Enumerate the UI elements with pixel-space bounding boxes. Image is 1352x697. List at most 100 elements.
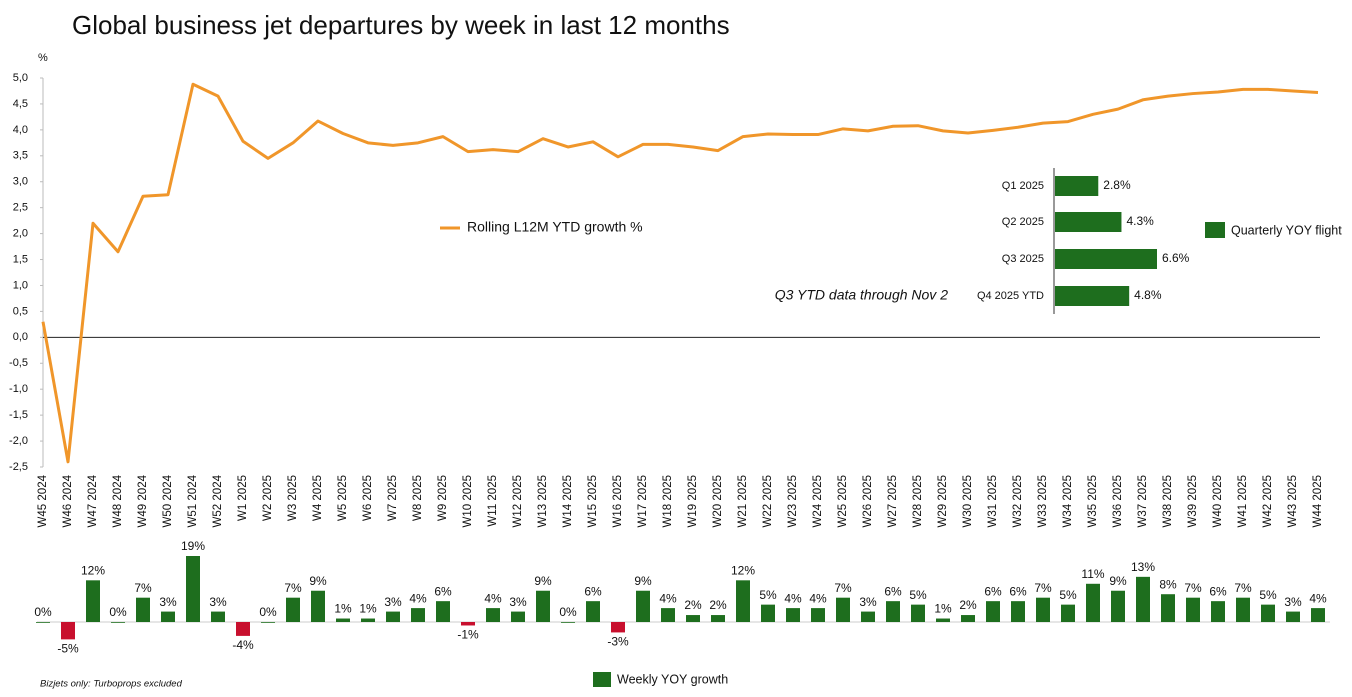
bar-value-label: -4% <box>232 638 254 652</box>
x-tick-label: W8 2025 <box>412 475 424 521</box>
y-tick-label: 1,0 <box>13 279 28 291</box>
bar-value-label: 5% <box>759 588 777 602</box>
x-tick-label: W12 2025 <box>512 475 524 527</box>
bar <box>1036 597 1050 622</box>
bar-value-label: 4.8% <box>1134 288 1162 302</box>
x-tick-label: W4 2025 <box>312 475 324 521</box>
bar <box>361 618 375 622</box>
bar-value-label: 9% <box>1109 574 1127 588</box>
bar <box>461 622 475 626</box>
legend-label: Rolling L12M YTD growth % <box>467 219 643 235</box>
bar <box>786 608 800 622</box>
y-tick-label: Q4 2025 YTD <box>977 290 1044 302</box>
x-tick-label: W37 2025 <box>1137 475 1149 527</box>
x-tick-label: W52 2024 <box>212 474 224 527</box>
bar <box>86 580 100 622</box>
x-tick-label: W39 2025 <box>1187 475 1199 527</box>
bar-value-label: 9% <box>534 574 552 588</box>
x-tick-label: W14 2025 <box>562 475 574 527</box>
bar-value-label: 4% <box>409 591 427 605</box>
x-tick-label: W43 2025 <box>1287 475 1299 527</box>
bar-value-label: -3% <box>607 635 629 649</box>
bar-value-label: 7% <box>1234 581 1252 595</box>
bar <box>586 601 600 622</box>
bar-value-label: 0% <box>34 605 52 619</box>
bar-value-label: 1% <box>934 602 952 616</box>
bar <box>336 618 350 622</box>
bar <box>1236 597 1250 622</box>
x-tick-label: W50 2024 <box>162 474 174 527</box>
x-tick-label: W2 2025 <box>262 475 274 521</box>
x-tick-label: W47 2024 <box>87 474 99 527</box>
bar <box>636 590 650 622</box>
x-tick-label: W34 2025 <box>1062 475 1074 527</box>
y-tick-label: -1,0 <box>9 383 28 395</box>
bar <box>1136 576 1150 622</box>
bar-value-label: 3% <box>1284 595 1302 609</box>
bar-value-label: 11% <box>1081 567 1104 581</box>
legend-swatch <box>1205 222 1225 238</box>
bar <box>1186 597 1200 622</box>
bar-value-label: 7% <box>284 581 302 595</box>
x-tick-label: W35 2025 <box>1087 475 1099 527</box>
x-tick-label: W23 2025 <box>787 475 799 527</box>
bar <box>1261 604 1275 622</box>
bar <box>836 597 850 622</box>
bar <box>1286 611 1300 622</box>
x-tick-label: W18 2025 <box>662 475 674 527</box>
bar-value-label: 6.6% <box>1162 251 1190 265</box>
bar-value-label: 19% <box>181 539 205 553</box>
x-tick-label: W29 2025 <box>937 475 949 527</box>
bar-value-label: 3% <box>384 595 402 609</box>
chart-title: Global business jet departures by week i… <box>72 10 730 40</box>
bar-value-label: 6% <box>1009 584 1027 598</box>
y-tick-label: 3,5 <box>13 150 28 162</box>
x-tick-label: W15 2025 <box>587 475 599 527</box>
bar <box>61 622 75 640</box>
bar-value-label: -5% <box>57 642 79 656</box>
y-tick-label: 4,0 <box>13 124 28 136</box>
bar <box>411 608 425 622</box>
bar <box>1311 608 1325 622</box>
bar <box>661 608 675 622</box>
legend-swatch <box>593 672 611 687</box>
bar <box>1111 590 1125 622</box>
x-tick-label: W7 2025 <box>387 475 399 521</box>
bar <box>911 604 925 622</box>
bar-value-label: 3% <box>509 595 527 609</box>
legend-label: Weekly YOY growth <box>617 672 728 686</box>
bar <box>36 622 50 623</box>
bar <box>561 622 575 623</box>
y-tick-label: 3,0 <box>13 176 28 188</box>
x-tick-label: W27 2025 <box>887 475 899 527</box>
bar <box>261 622 275 623</box>
bar <box>736 580 750 622</box>
bar <box>961 615 975 622</box>
x-tick-label: W16 2025 <box>612 475 624 527</box>
x-tick-label: W19 2025 <box>687 475 699 527</box>
bar-value-label: 6% <box>1209 584 1227 598</box>
x-tick-label: W3 2025 <box>287 475 299 521</box>
x-tick-label: W24 2025 <box>812 475 824 527</box>
x-tick-label: W31 2025 <box>987 475 999 527</box>
bar <box>236 622 250 636</box>
bar-value-label: 5% <box>1259 588 1277 602</box>
bar <box>1161 594 1175 622</box>
bar <box>186 556 200 622</box>
bar <box>1061 604 1075 622</box>
bar-value-label: 12% <box>81 563 105 577</box>
bar <box>611 622 625 633</box>
x-tick-label: W33 2025 <box>1037 475 1049 527</box>
bar-value-label: -1% <box>457 628 479 642</box>
bar-value-label: 6% <box>884 584 902 598</box>
bar-value-label: 8% <box>1159 577 1177 591</box>
bar-value-label: 13% <box>1131 560 1155 574</box>
bar <box>1055 176 1099 196</box>
bar <box>286 597 300 622</box>
y-tick-label: -0,5 <box>9 357 28 369</box>
bar <box>1055 286 1130 306</box>
legend-label: Quarterly YOY flight <box>1231 223 1342 237</box>
footnote: Bizjets only: Turboprops excluded <box>40 679 183 690</box>
x-tick-label: W26 2025 <box>862 475 874 527</box>
